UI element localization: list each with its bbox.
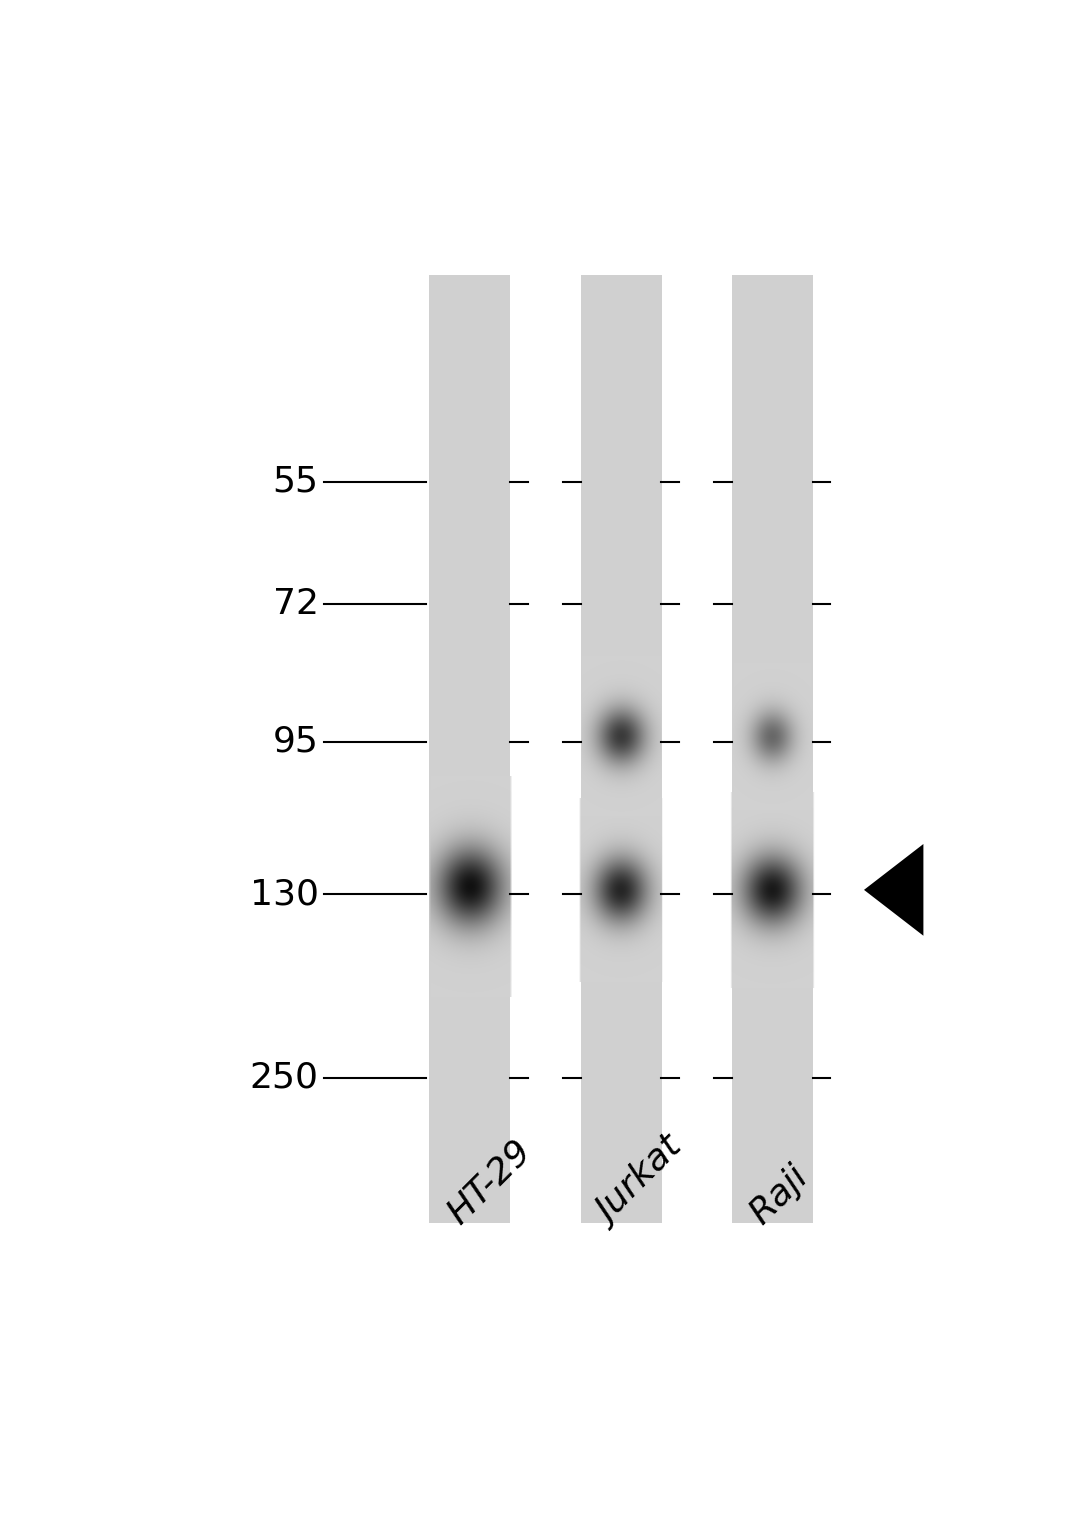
Polygon shape xyxy=(864,844,923,936)
Text: 130: 130 xyxy=(249,878,319,911)
Bar xyxy=(430,275,511,1223)
Bar xyxy=(581,275,661,1223)
Text: 55: 55 xyxy=(272,465,319,498)
Bar xyxy=(732,275,813,1223)
Text: 72: 72 xyxy=(272,587,319,621)
Text: Raji: Raji xyxy=(743,1159,814,1231)
Text: HT-29: HT-29 xyxy=(441,1135,538,1231)
Text: 95: 95 xyxy=(273,725,319,758)
Text: Jurkat: Jurkat xyxy=(592,1131,690,1231)
Text: 250: 250 xyxy=(249,1061,319,1095)
